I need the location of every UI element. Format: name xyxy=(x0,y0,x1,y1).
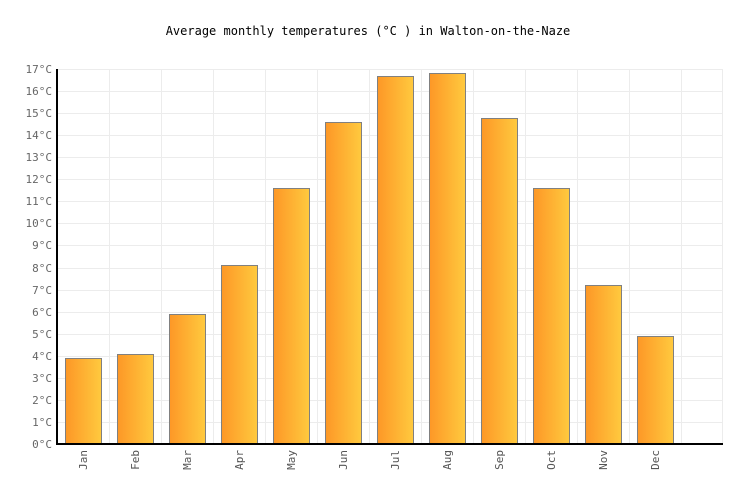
plot-area xyxy=(56,69,723,445)
gridline-v-5 xyxy=(317,69,318,444)
bar-aug xyxy=(428,73,466,444)
x-tick-label-jan: Jan xyxy=(77,450,90,470)
bar-sep xyxy=(480,118,518,444)
gridline-v-2 xyxy=(161,69,162,444)
y-tick-label-6: 6°C xyxy=(32,305,52,319)
x-tick-label-apr: Apr xyxy=(233,450,246,470)
bar-oct xyxy=(532,188,570,444)
y-tick-label-5: 5°C xyxy=(32,327,52,341)
gridline-v-11 xyxy=(629,69,630,444)
gridline-v-10 xyxy=(577,69,578,444)
x-tick-label-mar: Mar xyxy=(181,450,194,470)
gridline-v-9 xyxy=(525,69,526,444)
y-tick-label-8: 8°C xyxy=(32,261,52,275)
y-axis-line xyxy=(56,69,58,444)
y-tick-label-1: 1°C xyxy=(32,415,52,429)
x-tick-label-may: May xyxy=(285,450,298,470)
y-tick-label-17: 17°C xyxy=(25,63,53,76)
x-tick-label-oct: Oct xyxy=(545,450,558,470)
y-tick-label-9: 9°C xyxy=(32,239,52,253)
bar-jul xyxy=(376,76,414,444)
bar-nov xyxy=(584,285,622,444)
y-tick-label-12: 12°C xyxy=(25,173,53,187)
chart-title: Average monthly temperatures (°C ) in Wa… xyxy=(165,24,571,38)
gridline-v-right-edge xyxy=(722,69,723,444)
y-tick-label-2: 2°C xyxy=(32,393,52,407)
bar-dec xyxy=(636,336,674,444)
y-tick-label-16: 16°C xyxy=(25,85,53,99)
gridline-h-17 xyxy=(57,69,723,70)
x-tick-label-nov: Nov xyxy=(597,450,610,470)
gridline-v-4 xyxy=(265,69,266,444)
gridline-v-12 xyxy=(681,69,682,444)
gridline-v-3 xyxy=(213,69,214,444)
x-tick-label-jul: Jul xyxy=(389,450,402,470)
y-tick-label-11: 11°C xyxy=(25,195,53,209)
y-tick-label-4: 4°C xyxy=(32,349,52,363)
x-tick-label-sep: Sep xyxy=(493,450,506,470)
y-tick-label-7: 7°C xyxy=(32,283,52,297)
y-tick-label-15: 15°C xyxy=(25,107,53,121)
gridline-v-7 xyxy=(421,69,422,444)
bar-mar xyxy=(168,314,206,444)
y-tick-label-14: 14°C xyxy=(25,129,53,143)
y-tick-label-3: 3°C xyxy=(32,371,52,385)
y-tick-label-0: 0°C xyxy=(32,438,52,451)
x-tick-label-jun: Jun xyxy=(337,450,350,470)
x-axis-line xyxy=(56,443,723,445)
y-tick-label-10: 10°C xyxy=(25,217,53,231)
x-tick-label-feb: Feb xyxy=(129,450,142,470)
gridline-v-1 xyxy=(109,69,110,444)
gridline-v-8 xyxy=(473,69,474,444)
y-tick-label-13: 13°C xyxy=(25,151,53,165)
x-tick-label-aug: Aug xyxy=(441,450,454,470)
bar-feb xyxy=(116,354,154,444)
gridline-v-6 xyxy=(369,69,370,444)
bar-may xyxy=(272,188,310,444)
bar-jun xyxy=(324,122,362,444)
bar-jan xyxy=(64,358,102,444)
bar-apr xyxy=(220,265,258,444)
x-tick-label-dec: Dec xyxy=(649,450,662,470)
